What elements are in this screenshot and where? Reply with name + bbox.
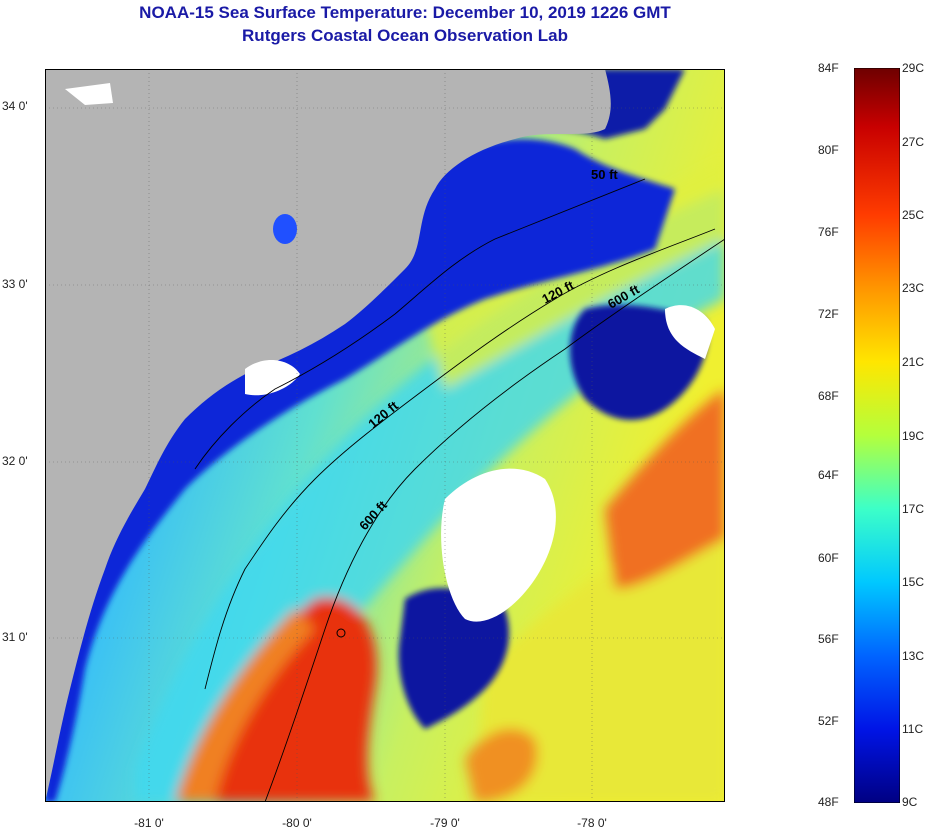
lake [273,214,297,244]
c-label-11: 11C [902,722,924,736]
c-label-25: 25C [902,208,925,222]
f-label-48: 48F [818,795,839,809]
sst-map: 50 ft 120 ft 600 ft 120 ft 600 ft [45,69,725,802]
c-label-15: 15C [902,575,925,589]
lon-label-81: -81 0' [134,816,164,830]
lon-label-79: -79 0' [430,816,460,830]
lon-label-80: -80 0' [282,816,312,830]
lat-label-33: 33 0' [2,277,28,291]
lon-label-78: -78 0' [577,816,607,830]
title-line-2: Rutgers Coastal Ocean Observation Lab [242,26,568,45]
f-label-80: 80F [818,143,839,157]
cloud-east [665,305,715,359]
contour-120ft [204,228,716,690]
f-label-72: 72F [818,307,839,321]
map-frame [45,69,725,802]
lat-label-32: 32 0' [2,454,28,468]
lat-label-31: 31 0' [2,630,28,644]
cold-pool-south [398,588,509,729]
c-label-27: 27C [902,135,925,149]
red-south [195,597,377,802]
lat-label-34: 34 0' [2,99,28,113]
f-label-84: 84F [818,61,839,75]
orange-south-edge [175,609,315,802]
land [45,69,611,802]
f-label-60: 60F [818,551,839,565]
cloud-topleft [65,83,113,105]
c-label-23: 23C [902,281,925,295]
yellow-south [475,509,725,802]
cloud-coast [245,359,300,396]
f-label-76: 76F [818,225,839,239]
cloud-south [441,468,556,622]
c-label-17: 17C [902,502,925,516]
f-label-68: 68F [818,389,839,403]
c-label-9: 9C [902,795,918,809]
contour-50ft [194,178,646,470]
f-label-64: 64F [818,468,839,482]
c-label-29: 29C [902,61,925,75]
title-line-1: NOAA-15 Sea Surface Temperature: Decembe… [139,3,671,22]
orange-east [605,389,725,589]
grid-lines [45,69,725,802]
station-marker [336,628,346,638]
c-label-21: 21C [902,355,925,369]
colorbar [854,68,900,803]
orange-blob-west [465,728,538,802]
c-label-19: 19C [902,429,925,443]
contour-label-50ft: 50 ft [591,167,618,182]
c-label-13: 13C [902,649,925,663]
contour-600ft [264,238,725,802]
f-label-56: 56F [818,632,839,646]
f-label-52: 52F [818,714,839,728]
